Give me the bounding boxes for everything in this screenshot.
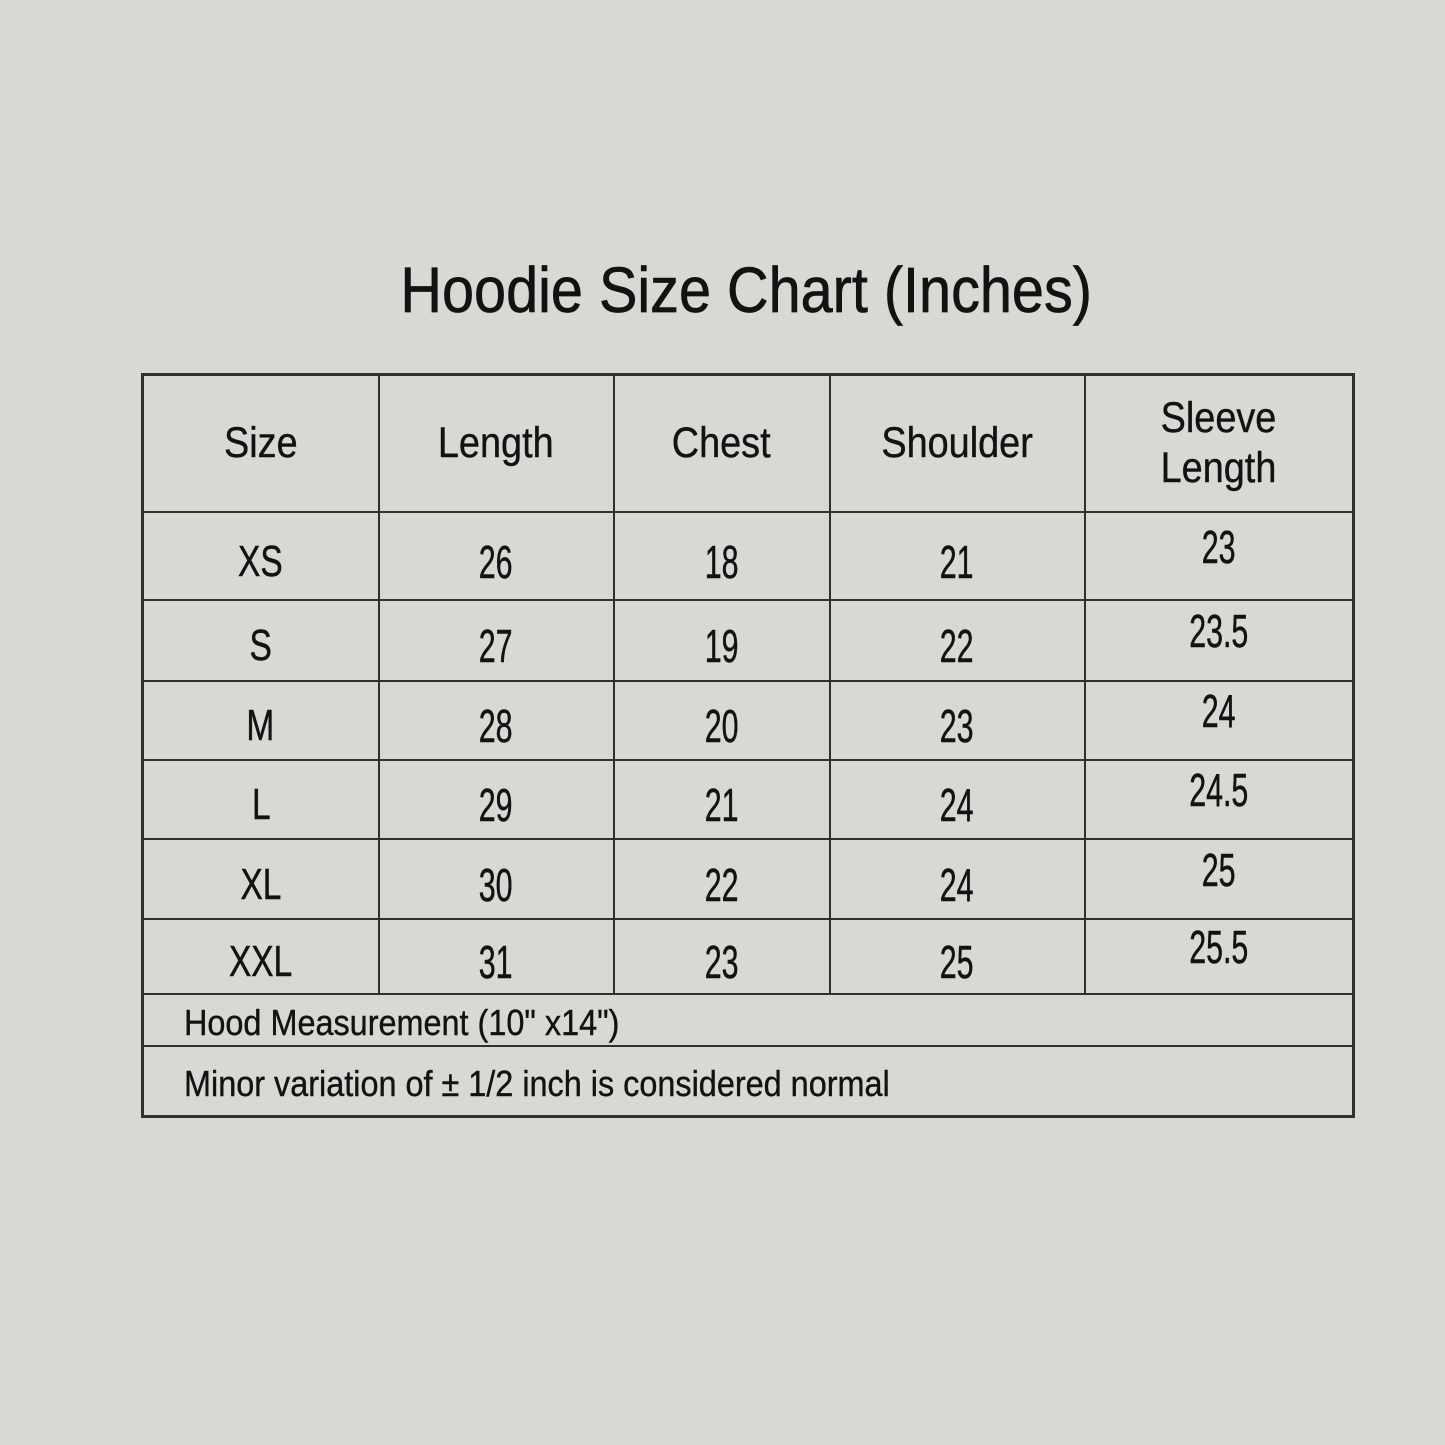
- col-header-size: Size: [141, 373, 380, 513]
- col-header-length: Length: [377, 373, 615, 513]
- length-cell: 28: [377, 679, 615, 761]
- header-row: Size Length Chest Shoulder Sleeve Length: [141, 373, 1355, 513]
- table-row-xs: XS 26 18 21 23: [141, 510, 1355, 601]
- table-row-m: M 28 20 23 24: [141, 679, 1355, 761]
- length-cell: 27: [377, 598, 615, 682]
- size-cell: XL: [141, 837, 380, 920]
- chest-cell: 21: [612, 758, 831, 840]
- note-row-variation: Minor variation of ± 1/2 inch is conside…: [141, 1044, 1355, 1118]
- shoulder-cell: 23: [828, 679, 1086, 761]
- table-row-s: S 27 19 22 23.5: [141, 598, 1355, 682]
- page-title-text: Hoodie Size Chart (Inches): [400, 254, 1093, 327]
- shoulder-cell: 21: [828, 510, 1086, 601]
- sleeve-length-cell: 24: [1083, 679, 1355, 761]
- table-row-xl: XL 30 22 24 25: [141, 837, 1355, 920]
- sleeve-length-cell: 23.5: [1083, 598, 1355, 682]
- chest-cell: 20: [612, 679, 831, 761]
- length-cell: 30: [377, 837, 615, 920]
- chest-cell: 19: [612, 598, 831, 682]
- shoulder-cell: 22: [828, 598, 1086, 682]
- table-row-xxl: XXL 31 23 25 25.5: [141, 917, 1355, 995]
- sleeve-length-cell: 25.5: [1083, 917, 1355, 995]
- col-header-chest: Chest: [612, 373, 831, 513]
- length-cell: 31: [377, 917, 615, 995]
- size-cell: M: [141, 679, 380, 761]
- shoulder-cell: 24: [828, 837, 1086, 920]
- chest-cell: 22: [612, 837, 831, 920]
- sleeve-length-cell: 25: [1083, 837, 1355, 920]
- size-chart-table: Size Length Chest Shoulder Sleeve Length…: [141, 373, 1355, 1118]
- chest-cell: 23: [612, 917, 831, 995]
- size-cell: XS: [141, 510, 380, 601]
- size-cell: S: [141, 598, 380, 682]
- table-row-l: L 29 21 24 24.5: [141, 758, 1355, 840]
- sleeve-length-cell: 23: [1083, 510, 1355, 601]
- page-title: Hoodie Size Chart (Inches): [24, 230, 1445, 350]
- variation-note-cell: Minor variation of ± 1/2 inch is conside…: [141, 1044, 1355, 1118]
- size-cell: XXL: [141, 917, 380, 995]
- length-cell: 26: [377, 510, 615, 601]
- hood-measurement-note-cell: Hood Measurement (10" x14"): [141, 992, 1355, 1047]
- shoulder-cell: 25: [828, 917, 1086, 995]
- note-row-hood-measurement: Hood Measurement (10" x14"): [141, 992, 1355, 1047]
- col-header-sleeve-length: Sleeve Length: [1083, 373, 1355, 513]
- length-cell: 29: [377, 758, 615, 840]
- shoulder-cell: 24: [828, 758, 1086, 840]
- chest-cell: 18: [612, 510, 831, 601]
- size-cell: L: [141, 758, 380, 840]
- col-header-shoulder: Shoulder: [828, 373, 1086, 513]
- sleeve-length-cell: 24.5: [1083, 758, 1355, 840]
